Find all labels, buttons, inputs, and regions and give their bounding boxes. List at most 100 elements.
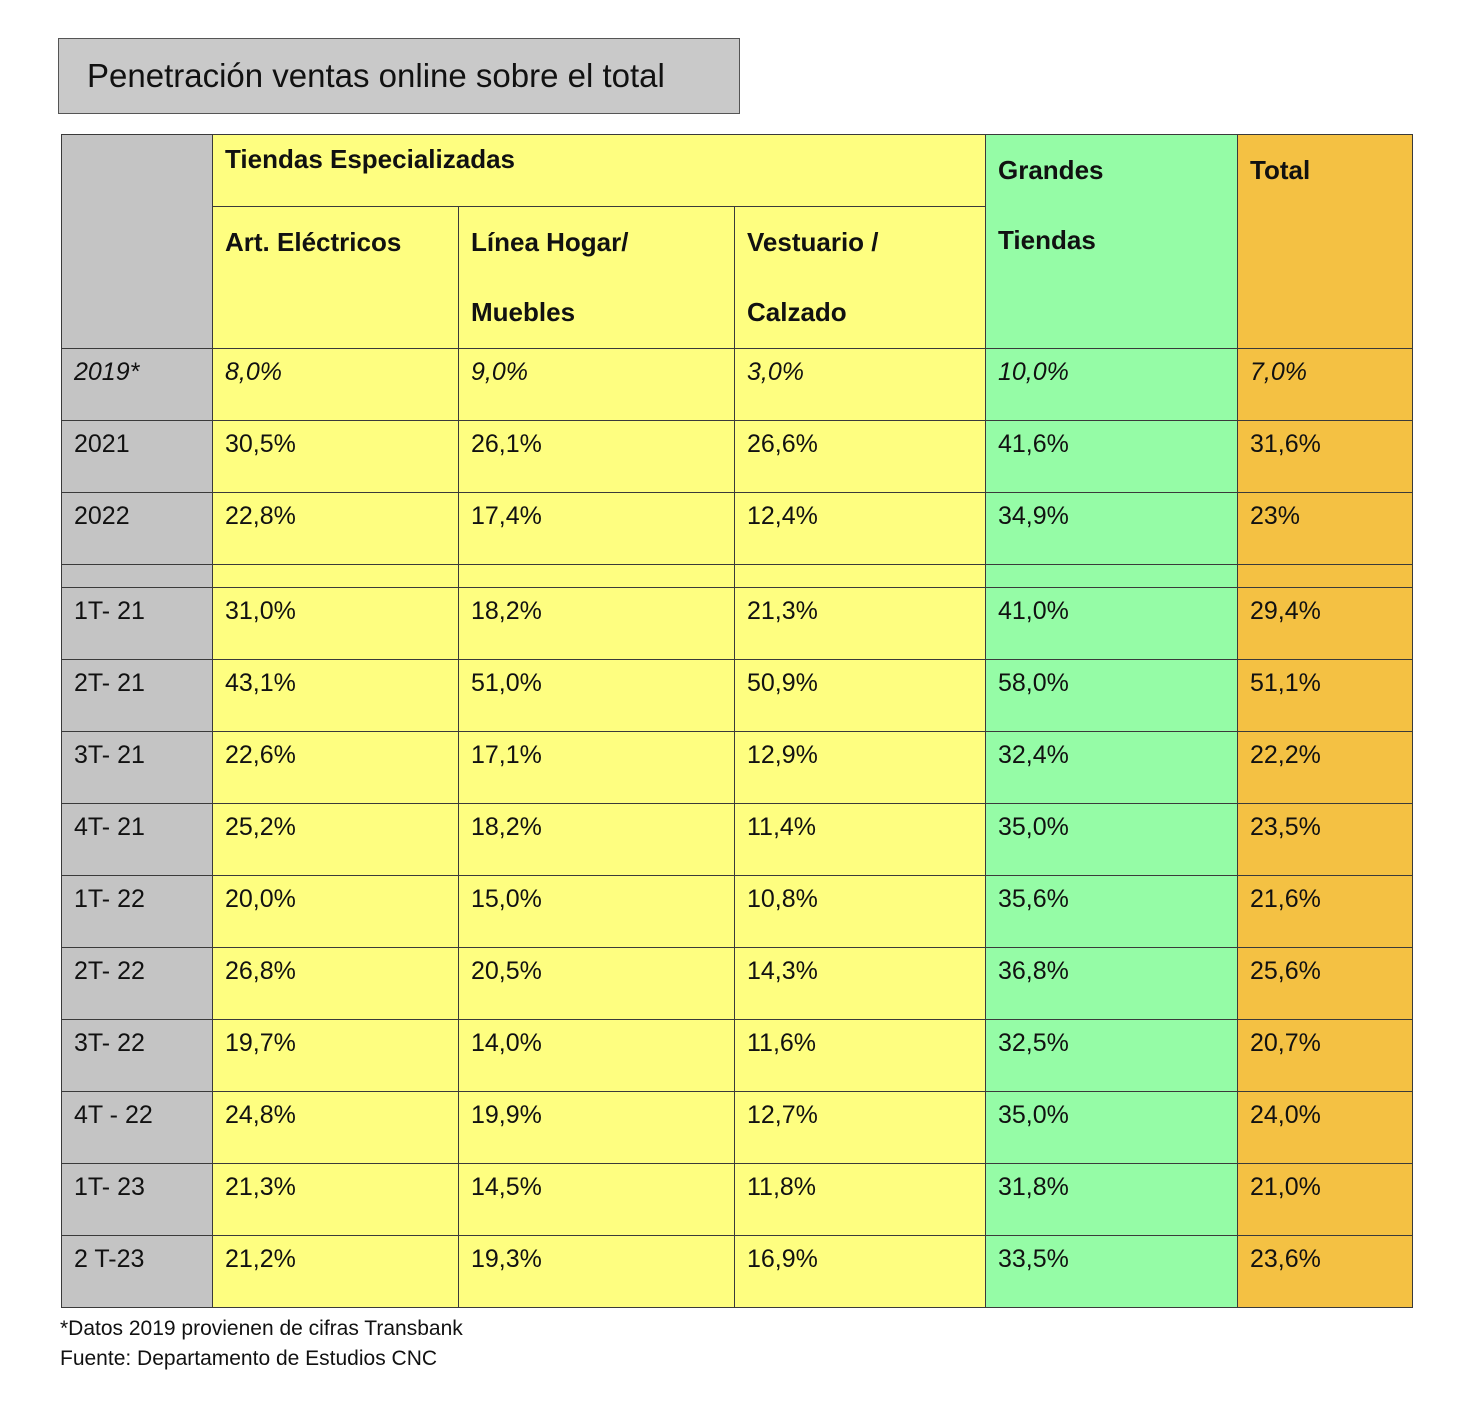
cell-value: 14,0% bbox=[471, 1029, 542, 1057]
cell-value: 24,0% bbox=[1250, 1101, 1321, 1129]
header-group-label: Tiendas Especializadas bbox=[225, 144, 515, 174]
table-row: 2 T-23 21,2% 19,3% 16,9% 33,5% 23,6% bbox=[61, 1235, 1413, 1308]
table-row: 2T- 21 43,1% 51,0% 50,9% 58,0% 51,1% bbox=[61, 659, 1413, 732]
table-row: 3T- 22 19,7% 14,0% 11,6% 32,5% 20,7% bbox=[61, 1019, 1413, 1092]
cell-value: 58,0% bbox=[998, 669, 1069, 697]
cell-value: 20,5% bbox=[471, 957, 542, 985]
row-label: 2021 bbox=[74, 430, 130, 458]
value-cell: 33,5% bbox=[985, 1235, 1238, 1308]
cell-value: 25,6% bbox=[1250, 957, 1321, 985]
value-cell: 35,0% bbox=[985, 803, 1238, 876]
header-col3-line2: Calzado bbox=[747, 297, 847, 327]
value-cell: 50,9% bbox=[734, 659, 986, 732]
value-cell: 23% bbox=[1237, 492, 1413, 565]
cell-value: 19,9% bbox=[471, 1101, 542, 1129]
value-cell: 12,7% bbox=[734, 1091, 986, 1164]
row-label-cell: 4T - 22 bbox=[61, 1091, 213, 1164]
value-cell: 32,5% bbox=[985, 1019, 1238, 1092]
cell-value: 43,1% bbox=[225, 669, 296, 697]
value-cell: 29,4% bbox=[1237, 587, 1413, 660]
row-label-cell: 3T- 21 bbox=[61, 731, 213, 804]
cell-value: 16,9% bbox=[747, 1245, 818, 1273]
cell-value: 22,6% bbox=[225, 741, 296, 769]
header-col2-cell: Línea Hogar/ Muebles bbox=[458, 206, 735, 349]
row-label: 2T- 21 bbox=[74, 669, 145, 697]
value-cell bbox=[1237, 564, 1413, 588]
value-cell: 3,0% bbox=[734, 348, 986, 421]
value-cell: 20,0% bbox=[212, 875, 459, 948]
header-group-cell: Tiendas Especializadas bbox=[212, 134, 986, 207]
cell-value: 35,0% bbox=[998, 813, 1069, 841]
value-cell: 35,0% bbox=[985, 1091, 1238, 1164]
header-col3-line1: Vestuario / bbox=[747, 227, 879, 257]
value-cell: 10,0% bbox=[985, 348, 1238, 421]
value-cell: 36,8% bbox=[985, 947, 1238, 1020]
header-col1-label: Art. Eléctricos bbox=[225, 227, 402, 257]
value-cell: 20,5% bbox=[458, 947, 735, 1020]
value-cell: 21,6% bbox=[1237, 875, 1413, 948]
value-cell bbox=[458, 564, 735, 588]
cell-value: 23,6% bbox=[1250, 1245, 1321, 1273]
cell-value: 35,0% bbox=[998, 1101, 1069, 1129]
cell-value: 31,0% bbox=[225, 597, 296, 625]
cell-value: 11,8% bbox=[747, 1173, 817, 1201]
value-cell: 9,0% bbox=[458, 348, 735, 421]
cell-value: 23,5% bbox=[1250, 813, 1321, 841]
cell-value: 26,8% bbox=[225, 957, 296, 985]
table-row: 4T- 21 25,2% 18,2% 11,4% 35,0% 23,5% bbox=[61, 803, 1413, 876]
table-row: 2022 22,8% 17,4% 12,4% 34,9% 23% bbox=[61, 492, 1413, 565]
cell-value: 17,1% bbox=[471, 741, 542, 769]
value-cell: 21,3% bbox=[212, 1163, 459, 1236]
value-cell: 12,9% bbox=[734, 731, 986, 804]
value-cell: 14,5% bbox=[458, 1163, 735, 1236]
cell-value: 35,6% bbox=[998, 885, 1069, 913]
cell-value: 41,6% bbox=[998, 430, 1069, 458]
table-row: 2T- 22 26,8% 20,5% 14,3% 36,8% 25,6% bbox=[61, 947, 1413, 1020]
value-cell: 41,6% bbox=[985, 420, 1238, 493]
cell-value: 51,1% bbox=[1250, 669, 1321, 697]
cell-value: 36,8% bbox=[998, 957, 1069, 985]
cell-value: 29,4% bbox=[1250, 597, 1321, 625]
cell-value: 33,5% bbox=[998, 1245, 1069, 1273]
value-cell: 21,2% bbox=[212, 1235, 459, 1308]
value-cell: 16,9% bbox=[734, 1235, 986, 1308]
cell-value: 26,6% bbox=[747, 430, 818, 458]
row-label: 2019* bbox=[74, 358, 140, 386]
row-label: 2 T-23 bbox=[74, 1245, 145, 1273]
header-col4-cell: Grandes Tiendas bbox=[985, 134, 1238, 349]
row-label-cell: 1T- 22 bbox=[61, 875, 213, 948]
header-row-group: Tiendas Especializadas Grandes Tiendas T… bbox=[61, 134, 1413, 349]
value-cell: 31,6% bbox=[1237, 420, 1413, 493]
value-cell: 15,0% bbox=[458, 875, 735, 948]
cell-value: 34,9% bbox=[998, 502, 1069, 530]
cell-value: 9,0% bbox=[471, 358, 528, 386]
cell-value: 20,7% bbox=[1250, 1029, 1321, 1057]
row-label-cell: 2019* bbox=[61, 348, 213, 421]
header-row-columns: Art. Eléctricos Línea Hogar/ Muebles Ves… bbox=[62, 206, 1413, 349]
row-label-cell: 2 T-23 bbox=[61, 1235, 213, 1308]
cell-value: 24,8% bbox=[225, 1101, 296, 1129]
cell-value: 19,7% bbox=[225, 1029, 296, 1057]
data-table: Tiendas Especializadas Grandes Tiendas T… bbox=[61, 134, 1413, 1308]
cell-value: 20,0% bbox=[225, 885, 296, 913]
cell-value: 50,9% bbox=[747, 669, 818, 697]
value-cell: 22,8% bbox=[212, 492, 459, 565]
cell-value: 19,3% bbox=[471, 1245, 542, 1273]
cell-value: 8,0% bbox=[225, 358, 282, 386]
cell-value: 12,7% bbox=[747, 1101, 818, 1129]
value-cell: 8,0% bbox=[212, 348, 459, 421]
chart-title: Penetración ventas online sobre el total bbox=[58, 38, 740, 114]
cell-value: 32,4% bbox=[998, 741, 1069, 769]
value-cell: 18,2% bbox=[458, 803, 735, 876]
footnote: *Datos 2019 provienen de cifras Transban… bbox=[60, 1317, 463, 1340]
value-cell: 58,0% bbox=[985, 659, 1238, 732]
value-cell: 30,5% bbox=[212, 420, 459, 493]
table-row: 2019* 8,0% 9,0% 3,0% 10,0% 7,0% bbox=[61, 348, 1413, 421]
value-cell: 17,4% bbox=[458, 492, 735, 565]
cell-value: 31,8% bbox=[998, 1173, 1069, 1201]
row-label: 4T- 21 bbox=[74, 813, 145, 841]
value-cell: 19,3% bbox=[458, 1235, 735, 1308]
cell-value: 41,0% bbox=[998, 597, 1069, 625]
cell-value: 32,5% bbox=[998, 1029, 1069, 1057]
value-cell: 12,4% bbox=[734, 492, 986, 565]
